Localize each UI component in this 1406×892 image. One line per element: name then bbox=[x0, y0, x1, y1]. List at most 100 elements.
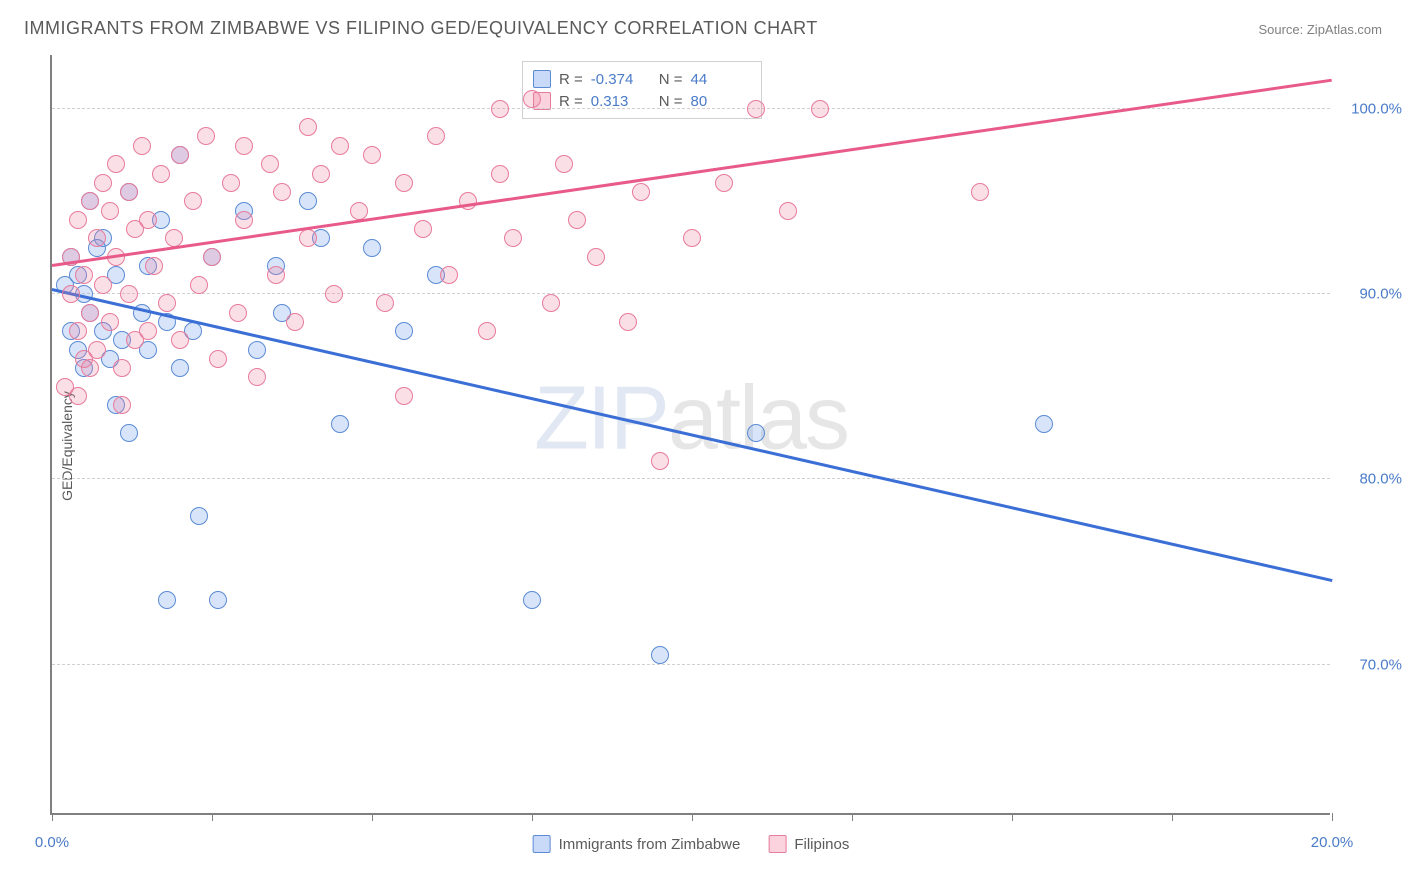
chart-title: IMMIGRANTS FROM ZIMBABWE VS FILIPINO GED… bbox=[24, 18, 818, 39]
swatch-blue bbox=[533, 835, 551, 853]
watermark: ZIPatlas bbox=[534, 367, 848, 470]
data-point-filipinos bbox=[203, 248, 221, 266]
data-point-filipinos bbox=[120, 183, 138, 201]
data-point-zimbabwe bbox=[171, 359, 189, 377]
x-tick bbox=[852, 813, 853, 821]
data-point-filipinos bbox=[478, 322, 496, 340]
chart-container: IMMIGRANTS FROM ZIMBABWE VS FILIPINO GED… bbox=[0, 0, 1406, 892]
data-point-zimbabwe bbox=[523, 591, 541, 609]
data-point-filipinos bbox=[683, 229, 701, 247]
gridline-h bbox=[52, 664, 1330, 665]
data-point-filipinos bbox=[555, 155, 573, 173]
data-point-filipinos bbox=[299, 118, 317, 136]
data-point-filipinos bbox=[651, 452, 669, 470]
data-point-filipinos bbox=[69, 387, 87, 405]
y-tick-label: 70.0% bbox=[1359, 656, 1402, 673]
data-point-filipinos bbox=[286, 313, 304, 331]
data-point-filipinos bbox=[350, 202, 368, 220]
data-point-filipinos bbox=[229, 304, 247, 322]
x-tick bbox=[52, 813, 53, 821]
x-tick bbox=[692, 813, 693, 821]
data-point-filipinos bbox=[158, 294, 176, 312]
data-point-filipinos bbox=[145, 257, 163, 275]
data-point-zimbabwe bbox=[120, 424, 138, 442]
data-point-filipinos bbox=[171, 146, 189, 164]
data-point-filipinos bbox=[971, 183, 989, 201]
plot-area: ZIPatlas R = -0.374 N = 44 R = 0.313 N =… bbox=[50, 55, 1330, 815]
data-point-filipinos bbox=[101, 202, 119, 220]
data-point-filipinos bbox=[523, 90, 541, 108]
data-point-filipinos bbox=[312, 165, 330, 183]
data-point-filipinos bbox=[126, 331, 144, 349]
x-tick bbox=[212, 813, 213, 821]
data-point-filipinos bbox=[715, 174, 733, 192]
data-point-zimbabwe bbox=[363, 239, 381, 257]
data-point-filipinos bbox=[184, 192, 202, 210]
gridline-h bbox=[52, 293, 1330, 294]
data-point-filipinos bbox=[69, 322, 87, 340]
x-tick bbox=[1012, 813, 1013, 821]
legend-row-filipinos: R = 0.313 N = 80 bbox=[533, 90, 751, 112]
data-point-filipinos bbox=[152, 165, 170, 183]
data-point-filipinos bbox=[190, 276, 208, 294]
x-tick-label: 20.0% bbox=[1311, 834, 1354, 851]
data-point-filipinos bbox=[81, 359, 99, 377]
data-point-filipinos bbox=[133, 137, 151, 155]
data-point-zimbabwe bbox=[248, 341, 266, 359]
x-tick-label: 0.0% bbox=[35, 834, 69, 851]
data-point-filipinos bbox=[81, 192, 99, 210]
data-point-filipinos bbox=[811, 100, 829, 118]
data-point-zimbabwe bbox=[651, 646, 669, 664]
data-point-filipinos bbox=[209, 350, 227, 368]
data-point-filipinos bbox=[440, 266, 458, 284]
data-point-zimbabwe bbox=[299, 192, 317, 210]
y-tick-label: 80.0% bbox=[1359, 471, 1402, 488]
x-tick bbox=[1332, 813, 1333, 821]
data-point-filipinos bbox=[331, 137, 349, 155]
data-point-filipinos bbox=[107, 155, 125, 173]
swatch-pink bbox=[768, 835, 786, 853]
data-point-filipinos bbox=[120, 285, 138, 303]
data-point-filipinos bbox=[113, 396, 131, 414]
data-point-zimbabwe bbox=[331, 415, 349, 433]
data-point-filipinos bbox=[235, 137, 253, 155]
legend-label: Filipinos bbox=[794, 836, 849, 853]
data-point-filipinos bbox=[88, 341, 106, 359]
data-point-filipinos bbox=[273, 183, 291, 201]
data-point-filipinos bbox=[69, 211, 87, 229]
data-point-filipinos bbox=[632, 183, 650, 201]
x-tick bbox=[372, 813, 373, 821]
y-tick-label: 100.0% bbox=[1351, 100, 1402, 117]
data-point-filipinos bbox=[88, 229, 106, 247]
series-legend: Immigrants from Zimbabwe Filipinos bbox=[533, 835, 850, 853]
data-point-zimbabwe bbox=[190, 507, 208, 525]
data-point-filipinos bbox=[779, 202, 797, 220]
data-point-zimbabwe bbox=[158, 591, 176, 609]
data-point-filipinos bbox=[587, 248, 605, 266]
data-point-filipinos bbox=[491, 100, 509, 118]
data-point-filipinos bbox=[94, 276, 112, 294]
data-point-filipinos bbox=[395, 174, 413, 192]
data-point-filipinos bbox=[81, 304, 99, 322]
title-bar: IMMIGRANTS FROM ZIMBABWE VS FILIPINO GED… bbox=[24, 18, 1382, 39]
data-point-zimbabwe bbox=[395, 322, 413, 340]
data-point-filipinos bbox=[171, 331, 189, 349]
data-point-filipinos bbox=[747, 100, 765, 118]
swatch-blue bbox=[533, 70, 551, 88]
data-point-filipinos bbox=[101, 313, 119, 331]
data-point-filipinos bbox=[427, 127, 445, 145]
data-point-filipinos bbox=[261, 155, 279, 173]
data-point-filipinos bbox=[491, 165, 509, 183]
data-point-filipinos bbox=[542, 294, 560, 312]
data-point-filipinos bbox=[414, 220, 432, 238]
legend-row-zimbabwe: R = -0.374 N = 44 bbox=[533, 68, 751, 90]
legend-item-zimbabwe: Immigrants from Zimbabwe bbox=[533, 835, 741, 853]
data-point-zimbabwe bbox=[209, 591, 227, 609]
data-point-filipinos bbox=[363, 146, 381, 164]
data-point-filipinos bbox=[248, 368, 266, 386]
data-point-filipinos bbox=[325, 285, 343, 303]
x-tick bbox=[532, 813, 533, 821]
data-point-filipinos bbox=[504, 229, 522, 247]
legend-label: Immigrants from Zimbabwe bbox=[559, 836, 741, 853]
x-tick bbox=[1172, 813, 1173, 821]
